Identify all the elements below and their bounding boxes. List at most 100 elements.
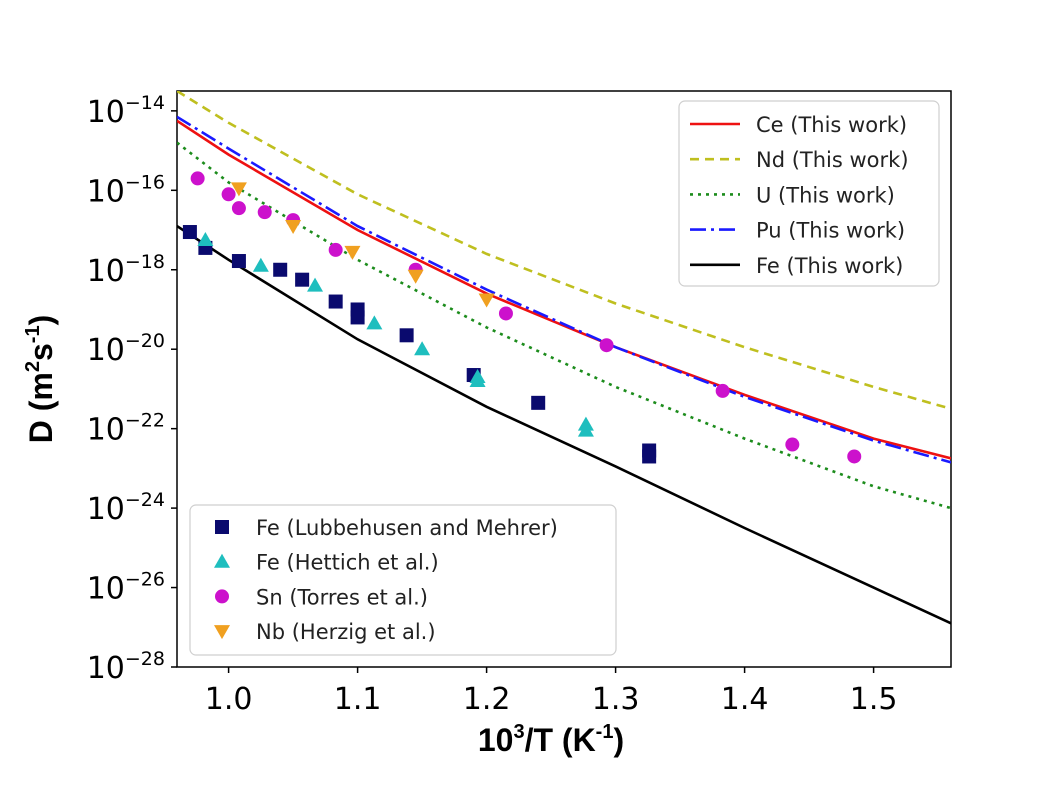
y-tick-label: 10−18	[87, 251, 165, 289]
series-line-fe-this-work	[177, 225, 951, 625]
legend-experimental: Fe (Lubbehusen and Mehrer) Fe (Hettich et…	[189, 504, 617, 656]
data-point-nb-herzig-et-al	[478, 293, 495, 308]
x-axis-title-base: 10	[478, 722, 514, 758]
y-tick-label: 10−26	[87, 569, 165, 607]
y-tick-label: 10−24	[87, 489, 165, 527]
legend-label-fe-hettich-et-al: Fe (Hettich et al.)	[256, 551, 439, 575]
data-point-fe-lubbehusen-and-mehrer	[295, 272, 310, 287]
legend-line-entries: Ce (This work) Nd (This work) U (This work…	[690, 113, 909, 278]
series-line-pu-this-work	[177, 115, 951, 464]
y-tick-exponent: −24	[125, 489, 165, 511]
y-tick-label: 10−20	[87, 330, 165, 368]
plot-frame	[176, 90, 952, 668]
x-tick-label: 1.5	[850, 682, 898, 717]
fit-lines	[177, 91, 951, 625]
legend-marker-fe-lubbehusen-and-mehrer	[215, 520, 229, 534]
y-tick-label: 10−22	[87, 410, 165, 448]
data-point-sn-torres-et-al	[785, 437, 800, 452]
y-axis-title-sup1: 2	[22, 361, 44, 372]
y-tick-label: 10−16	[87, 171, 165, 209]
data-point-nb-herzig-et-al	[344, 245, 361, 260]
y-tick-exponent: −18	[125, 251, 165, 273]
legend-marker-nb-herzig-et-al	[214, 625, 230, 640]
y-axis-title: D (m2s-1)	[22, 315, 59, 443]
y-tick-base: 10	[87, 572, 125, 607]
data-point-fe-hettich-et-al	[414, 341, 431, 356]
legend-label-sn-torres-et-al: Sn (Torres et al.)	[256, 585, 428, 609]
legend-label-nb-herzig-et-al: Nb (Herzig et al.)	[256, 620, 436, 644]
x-tick-label: 1.0	[205, 682, 253, 717]
data-point-fe-hettich-et-al	[307, 277, 324, 292]
legend-box-this-work	[678, 100, 940, 287]
data-point-sn-torres-et-al	[847, 449, 862, 464]
y-tick-exponent: −28	[125, 648, 165, 670]
data-point-sn-torres-et-al	[328, 242, 343, 257]
y-tick-exponent: −20	[125, 330, 165, 352]
x-axis-title-end: )	[613, 722, 624, 758]
data-point-fe-lubbehusen-and-mehrer	[273, 262, 288, 277]
x-axis-title-mid: /T (K	[525, 722, 596, 758]
legend-label-fe-lubbehusen-and-mehrer: Fe (Lubbehusen and Mehrer)	[256, 516, 558, 540]
x-axis-title: 103/T (K-1)	[478, 721, 624, 758]
legend-label-fe-this-work: Fe (This work)	[756, 254, 903, 278]
y-tick-base: 10	[87, 333, 125, 368]
x-tick-label: 1.3	[592, 682, 640, 717]
y-tick-base: 10	[87, 174, 125, 209]
data-point-sn-torres-et-al	[599, 338, 614, 353]
y-tick-base: 10	[87, 651, 125, 686]
y-tick-exponent: −22	[125, 410, 165, 432]
y-tick-label: 10−28	[87, 648, 165, 686]
data-point-sn-torres-et-al	[221, 187, 236, 202]
data-point-sn-torres-et-al	[715, 383, 730, 398]
data-point-sn-torres-et-al	[231, 201, 246, 216]
data-point-fe-hettich-et-al	[197, 231, 214, 246]
plot-area: 1.0 1.1 1.2 1.3 1.4 1.5 10−1410−1610−1810−201…	[87, 90, 952, 717]
x-axis-ticks: 1.0 1.1 1.2 1.3 1.4 1.5	[205, 667, 898, 717]
x-axis-title-sup: 3	[513, 721, 524, 743]
series-line-ce-this-work	[177, 119, 951, 460]
data-point-fe-lubbehusen-and-mehrer	[350, 310, 365, 325]
x-tick-label: 1.1	[334, 682, 382, 717]
y-axis-title-end: )	[23, 315, 59, 326]
legend-label-nd-this-work: Nd (This work)	[756, 148, 909, 172]
y-tick-base: 10	[87, 95, 125, 130]
data-point-fe-hettich-et-al	[577, 422, 594, 437]
legend-label-u-this-work: U (This work)	[756, 183, 895, 207]
legend-point-entries: Fe (Lubbehusen and Mehrer) Fe (Hettich et…	[214, 516, 558, 644]
legend-this-work: Ce (This work) Nd (This work) U (This work…	[678, 100, 940, 287]
x-axis-title-unit-sup: -1	[596, 721, 614, 743]
y-tick-exponent: −14	[125, 92, 165, 114]
y-tick-exponent: −26	[125, 569, 165, 591]
y-axis-title-mid: s	[23, 343, 59, 361]
data-point-nb-herzig-et-al	[285, 220, 302, 235]
data-point-sn-torres-et-al	[190, 171, 205, 186]
data-point-fe-lubbehusen-and-mehrer	[642, 449, 657, 464]
legend-marker-fe-hettich-et-al	[214, 553, 230, 568]
legend-box-experimental	[189, 504, 617, 656]
data-point-fe-hettich-et-al	[366, 315, 383, 330]
data-point-fe-lubbehusen-and-mehrer	[328, 294, 343, 309]
data-point-fe-lubbehusen-and-mehrer	[231, 254, 246, 269]
data-point-fe-hettich-et-al	[252, 257, 269, 272]
data-point-sn-torres-et-al	[498, 306, 513, 321]
y-tick-exponent: −16	[125, 171, 165, 193]
data-point-fe-lubbehusen-and-mehrer	[399, 328, 414, 343]
data-point-fe-lubbehusen-and-mehrer	[531, 395, 546, 410]
x-tick-label: 1.2	[463, 682, 511, 717]
y-tick-base: 10	[87, 492, 125, 527]
y-axis-title-start: D (m	[23, 372, 59, 443]
y-tick-label: 10−14	[87, 92, 165, 130]
series-line-nd-this-work	[177, 91, 951, 411]
data-point-nb-herzig-et-al	[407, 269, 424, 284]
y-axis-title-sup2: -1	[22, 325, 44, 343]
legend-label-pu-this-work: Pu (This work)	[756, 219, 905, 243]
data-point-fe-lubbehusen-and-mehrer	[182, 225, 197, 240]
y-tick-base: 10	[87, 413, 125, 448]
y-tick-base: 10	[87, 254, 125, 289]
data-points	[182, 171, 862, 464]
legend-label-ce-this-work: Ce (This work)	[756, 113, 907, 137]
legend-marker-sn-torres-et-al	[215, 589, 229, 604]
data-point-sn-torres-et-al	[257, 205, 272, 220]
